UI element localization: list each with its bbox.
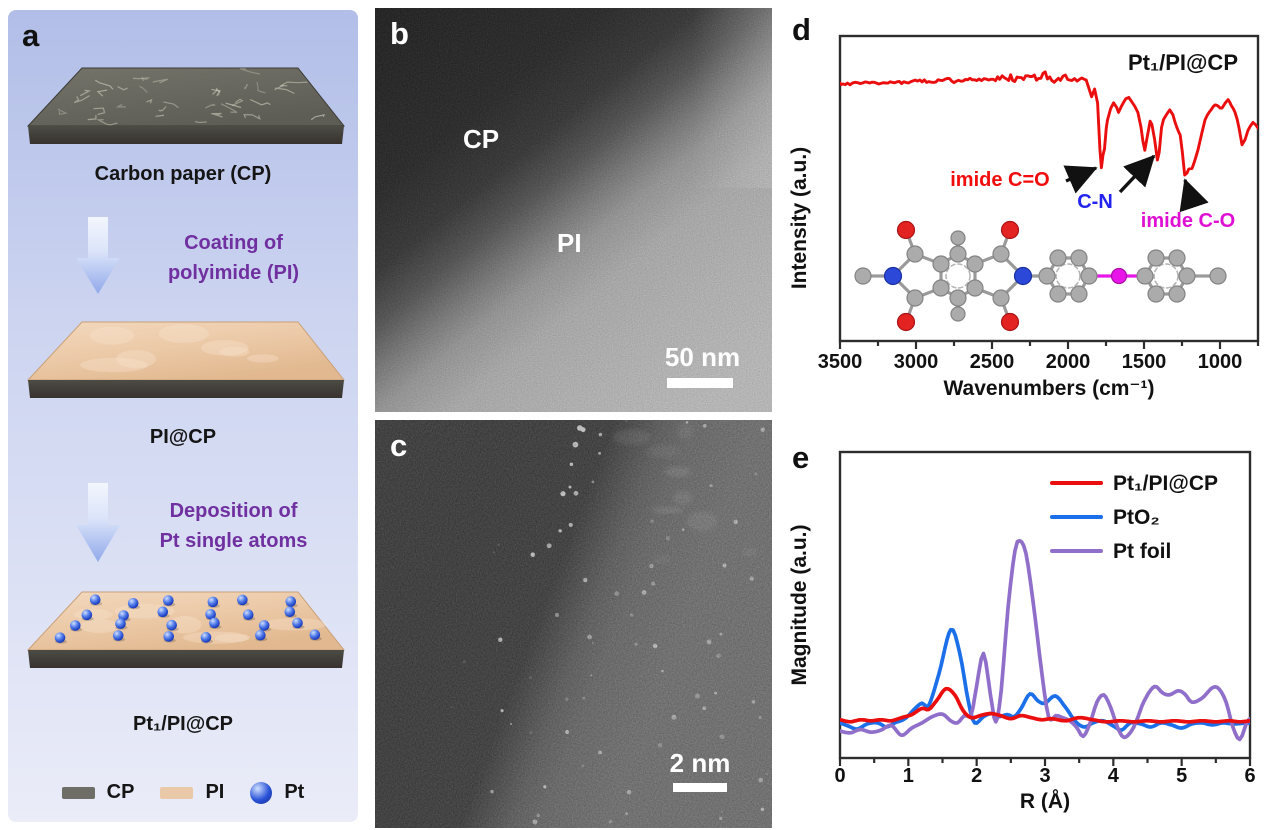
process-arrow-1 — [76, 217, 120, 294]
annotation-imide-co-double: imide C=O — [950, 169, 1050, 191]
legend-row-pto2: PtO₂ — [1050, 500, 1218, 534]
pt-swatch-label: Pt — [284, 781, 305, 803]
x-axis-label-d: Wavenumbers (cm⁻¹) — [943, 377, 1155, 400]
scale-bar-text-c: 2 nm — [669, 748, 731, 778]
x-tick-label: 2 — [971, 765, 982, 787]
tem-image-background — [375, 8, 772, 412]
x-tick-label: 2000 — [1046, 351, 1091, 373]
x-axis-label-e: R (Å) — [1019, 790, 1071, 813]
legend-label-ptfoil: Pt foil — [1113, 539, 1172, 563]
x-tick-label: 1 — [903, 765, 914, 787]
legend-item-pi: PI — [160, 781, 224, 804]
pt-pi-cp-slab — [26, 591, 346, 668]
x-tick-label: 3 — [1039, 765, 1050, 787]
step3-caption: Pt₁/PI@CP — [132, 713, 233, 735]
pi-region-label: PI — [557, 228, 582, 258]
cp-swatch-label: CP — [106, 781, 135, 803]
x-tick-label: 4 — [1108, 765, 1120, 787]
legend-row-pt1piacp: Pt₁/PI@CP — [1050, 466, 1218, 500]
cp-swatch — [61, 786, 95, 799]
scale-bar-c — [673, 783, 727, 792]
panel-a-label: a — [22, 18, 40, 53]
scheme-legend: CP PI Pt — [8, 781, 358, 804]
stem-image-background — [375, 420, 772, 828]
panel-b-label: b — [390, 16, 409, 51]
arrow2-text-line1: Deposition of — [169, 500, 298, 522]
pi-swatch — [160, 786, 194, 799]
ftir-series-title: Pt₁/PI@CP — [1127, 50, 1238, 75]
x-tick-label: 5 — [1176, 765, 1187, 787]
arrow1-text-line1: Coating of — [184, 232, 283, 254]
legend-line-purple — [1050, 549, 1103, 553]
exafs-curve-Pt₁/PI@CP — [840, 686, 1250, 724]
cp-region-label: CP — [463, 124, 500, 154]
panel-d-ftir-chart: 3500 3000 2500 2000 1500 1000 Intensity (a.u.… — [780, 0, 1269, 430]
annotation-cn: C-N — [1077, 191, 1113, 213]
x-axis-ticks: 3500 3000 2500 2000 1500 1000 — [818, 341, 1260, 373]
plot-frame — [838, 34, 1260, 343]
legend-line-blue — [1050, 515, 1103, 519]
panel-a: a Carbon paper (CP) Coating of polyimide… — [8, 10, 358, 822]
x-tick-label: 6 — [1244, 765, 1255, 787]
x-tick-label: 2500 — [970, 351, 1015, 373]
panel-e-exafs-chart: 0 1 2 3 4 5 6 Magnitude (a.u.) e Pt₁/PI@CP PtO… — [780, 430, 1269, 830]
exafs-curves — [840, 538, 1250, 742]
legend-item-cp: CP — [61, 781, 135, 804]
arrow1-text: Coating of polyimide (PI) — [126, 228, 341, 288]
arrow2-text: Deposition of Pt single atoms — [126, 496, 341, 556]
legend-label-pt1piacp: Pt₁/PI@CP — [1113, 471, 1219, 495]
carbon-paper-slab — [26, 67, 346, 144]
panel-d-label: d — [792, 12, 811, 47]
annotation-arrows — [1063, 154, 1209, 213]
ftir-curve — [840, 70, 1258, 177]
ftir-plot: 3500 3000 2500 2000 1500 1000 Intensity (a.u.… — [788, 34, 1260, 373]
panel-b-tem-image: b CP PI 50 nm — [375, 8, 772, 412]
scale-bar-text-b: 50 nm — [664, 342, 741, 372]
pi-cp-slab — [26, 321, 346, 398]
legend-label-pto2: PtO₂ — [1113, 505, 1160, 529]
exafs-plot: 0 1 2 3 4 5 6 Magnitude (a.u.) — [788, 450, 1256, 787]
x-tick-label: 1500 — [1122, 351, 1167, 373]
x-axis-ticks: 0 1 2 3 4 5 6 — [834, 758, 1256, 787]
polyimide-molecule — [854, 220, 1227, 332]
annotation-imide-co-single: imide C-O — [1140, 210, 1236, 232]
legend-item-pt: Pt — [250, 781, 304, 804]
pi-swatch-label: PI — [205, 781, 225, 803]
x-tick-label: 1000 — [1198, 351, 1243, 373]
process-arrow-2 — [76, 483, 120, 562]
exafs-legend: Pt₁/PI@CP PtO₂ Pt foil — [1050, 466, 1218, 568]
exafs-curve-Pt foil — [840, 538, 1250, 742]
step2-caption: PI@CP — [149, 426, 217, 448]
scale-bar-b — [667, 378, 733, 388]
scheme-graphics — [26, 67, 346, 668]
x-tick-label: 3000 — [894, 351, 939, 373]
step1-caption: Carbon paper (CP) — [94, 163, 272, 185]
y-axis-label: Intensity (a.u.) — [788, 147, 811, 289]
arrow1-text-line2: polyimide (PI) — [167, 262, 300, 284]
legend-line-red — [1050, 481, 1103, 485]
panel-e-label: e — [792, 440, 810, 475]
ether-oxygen-atom — [1110, 267, 1128, 285]
legend-row-ptfoil: Pt foil — [1050, 534, 1218, 568]
pt-swatch — [250, 781, 273, 804]
x-tick-label: 3500 — [818, 351, 863, 373]
panel-c-stem-image: c 2 nm — [375, 420, 772, 828]
x-tick-label: 0 — [834, 765, 845, 787]
y-axis-label: Magnitude (a.u.) — [788, 525, 811, 686]
panel-c-label: c — [390, 428, 408, 463]
arrow2-text-line2: Pt single atoms — [159, 530, 308, 552]
